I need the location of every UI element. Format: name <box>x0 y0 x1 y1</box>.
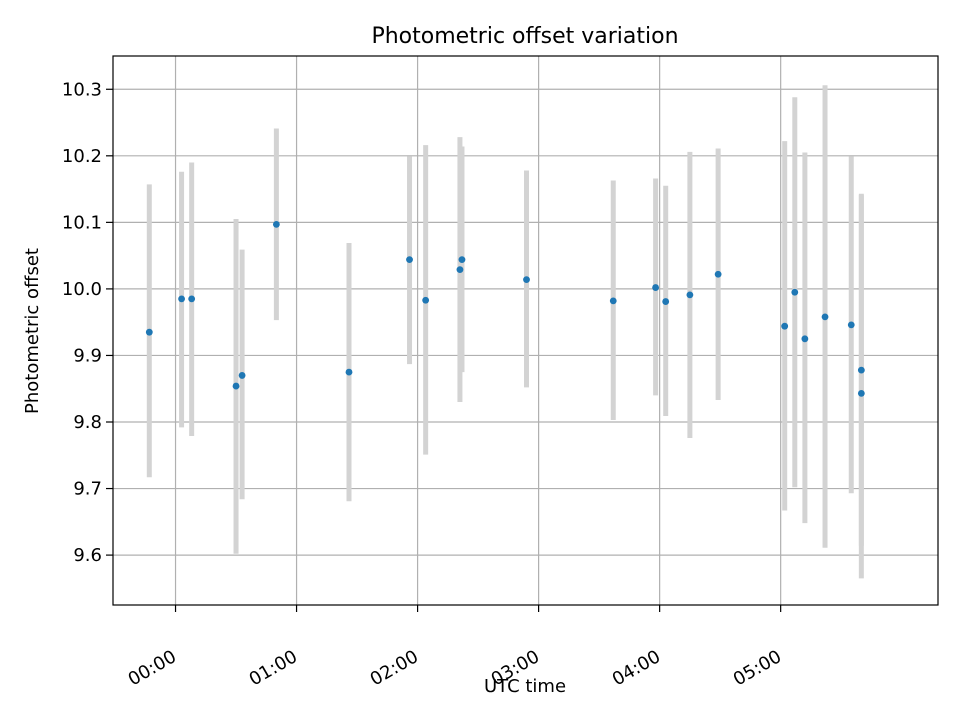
x-tick-label: 05:00 <box>730 646 785 690</box>
chart-title: Photometric offset variation <box>371 24 678 49</box>
data-point <box>801 335 809 343</box>
y-tick-label: 9.8 <box>73 412 102 433</box>
data-point <box>178 295 185 303</box>
data-point <box>609 297 617 305</box>
y-axis-label: Photometric offset <box>22 248 43 414</box>
y-tick-label: 10.2 <box>62 146 102 167</box>
data-point <box>406 256 413 264</box>
data-point <box>523 276 530 283</box>
data-point <box>456 266 464 274</box>
y-tick-label: 9.6 <box>73 545 102 566</box>
y-tick-label: 10.0 <box>62 279 102 300</box>
x-tick-label: 00:00 <box>125 646 180 690</box>
error-bars <box>146 85 864 579</box>
data-point <box>652 284 660 291</box>
data-point <box>145 328 153 336</box>
data-point <box>422 296 430 304</box>
data-point <box>857 366 865 374</box>
x-tick-label: 02:00 <box>367 646 422 690</box>
data-point <box>857 389 865 397</box>
y-tick-label: 9.9 <box>73 345 102 366</box>
data-point <box>345 368 353 376</box>
data-point <box>686 291 694 299</box>
x-tick-label: 01:00 <box>246 646 301 690</box>
y-tick-label: 10.3 <box>62 79 102 100</box>
data-point <box>238 372 246 379</box>
y-tick-label: 9.7 <box>73 479 102 500</box>
x-axis-ticks: 00:00 01:00 02:00 03:00 04:00 05:00 <box>125 605 785 690</box>
data-point <box>847 321 855 329</box>
data-point <box>791 288 799 296</box>
y-tick-label: 10.1 <box>62 212 102 233</box>
data-point <box>458 256 466 264</box>
data-point <box>781 322 789 330</box>
data-point <box>714 270 722 278</box>
plot-area-frame <box>112 55 939 606</box>
data-point <box>272 220 280 228</box>
x-tick-label: 04:00 <box>609 646 664 690</box>
data-points <box>145 220 865 397</box>
data-point <box>662 298 670 305</box>
data-point <box>821 313 829 321</box>
data-point <box>232 382 240 390</box>
x-axis-label: UTC time <box>484 676 566 697</box>
data-point <box>188 295 196 303</box>
y-axis-ticks: 9.6 9.7 9.8 9.9 10.0 10.1 10.2 10.3 <box>62 79 113 566</box>
